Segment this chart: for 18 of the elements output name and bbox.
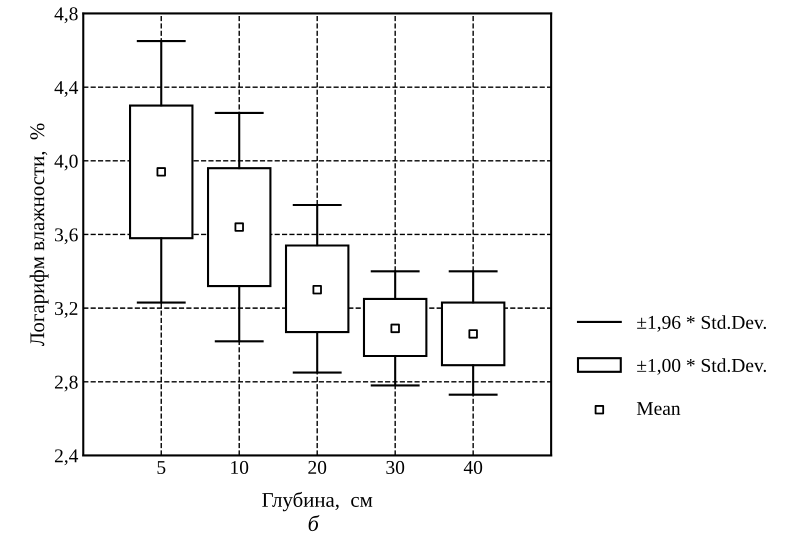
y-tick-label: 3,2 [55, 302, 78, 318]
text: ±1,00 * Std.Dev. [637, 358, 766, 375]
y-axis-title: Логарифм влажности, % [30, 123, 49, 346]
y-tick-label: 3,6 [55, 228, 78, 244]
y-tick-label: 2,8 [54, 376, 78, 392]
y-tick-label: 4,4 [54, 81, 78, 97]
y-tick-label: 4,0 [54, 154, 78, 171]
x-tick-label: 5 [158, 461, 166, 474]
y-tick-label: 2,4 [54, 449, 78, 466]
y-tick-label: 4,8 [54, 7, 78, 24]
x-tick-label: 20 [308, 460, 326, 474]
x-tick-label: 30 [386, 460, 404, 474]
x-tick-label: 40 [464, 460, 482, 474]
text: ±1,96 * Std.Dev. [637, 315, 766, 332]
x-axis-title: Глубина, см [262, 492, 372, 512]
x-tick-label: 10 [231, 460, 248, 474]
text: Mean [636, 402, 680, 416]
text: б [308, 515, 320, 532]
